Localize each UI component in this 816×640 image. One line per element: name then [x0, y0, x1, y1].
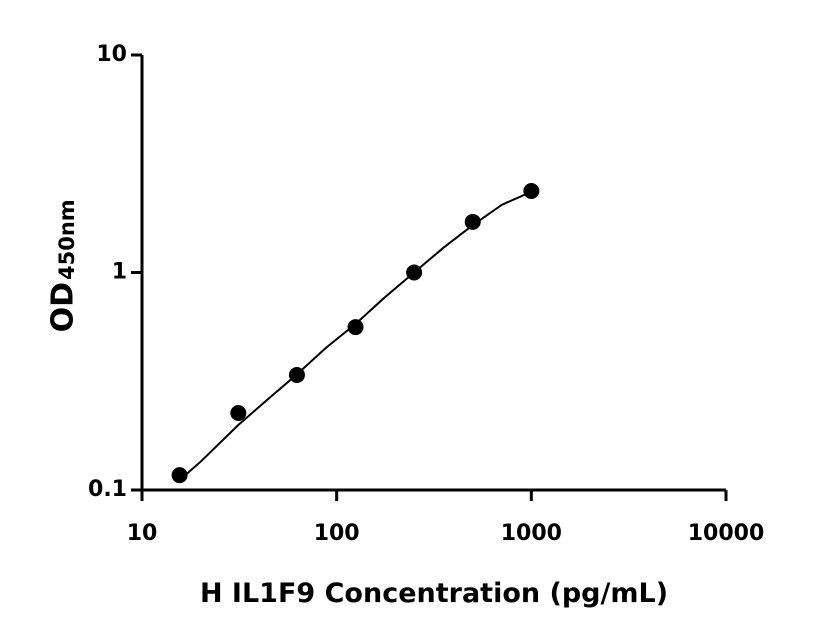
y-axis-title: OD 450nm: [46, 199, 81, 332]
y-tick-label: 1: [112, 260, 127, 285]
x-tick-label: 10000: [688, 521, 765, 546]
data-point: [464, 213, 481, 230]
fit-curve: [178, 190, 532, 481]
data-point: [406, 264, 423, 281]
x-tick-label: 1000: [501, 521, 562, 546]
x-axis-title: H IL1F9 Concentration (pg/mL): [200, 578, 668, 609]
data-point: [347, 319, 364, 336]
data-point: [523, 182, 540, 199]
data-point: [171, 467, 188, 484]
data-point: [230, 404, 247, 421]
y-tick-label: 10: [96, 42, 127, 67]
data-point: [288, 366, 305, 383]
x-tick-label: 10: [127, 521, 158, 546]
y-tick-label: 0.1: [88, 477, 127, 502]
x-tick-label: 100: [314, 521, 360, 546]
y-axis-title-sub: 450nm: [55, 199, 79, 280]
y-axis-title-main: OD: [46, 282, 81, 332]
